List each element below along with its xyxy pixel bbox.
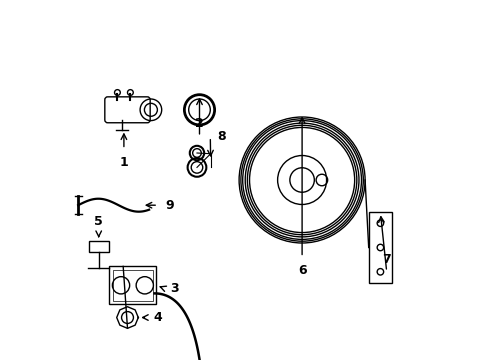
Text: 7: 7 bbox=[382, 253, 390, 266]
Text: 9: 9 bbox=[165, 199, 174, 212]
Text: 5: 5 bbox=[94, 215, 103, 228]
Text: 2: 2 bbox=[195, 117, 203, 130]
Text: 4: 4 bbox=[153, 311, 162, 324]
Text: 6: 6 bbox=[297, 264, 306, 277]
Text: 1: 1 bbox=[119, 156, 128, 169]
Polygon shape bbox=[117, 307, 138, 328]
Text: 3: 3 bbox=[170, 282, 178, 294]
Text: 8: 8 bbox=[217, 130, 225, 143]
